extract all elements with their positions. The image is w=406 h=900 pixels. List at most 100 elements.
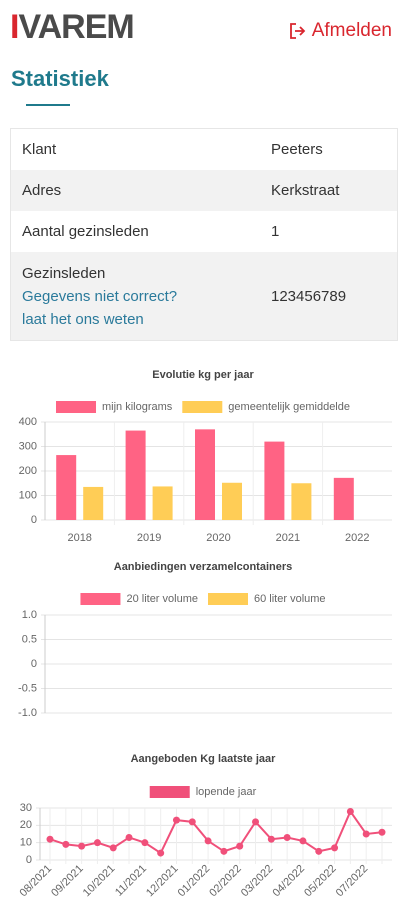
- point: [157, 849, 165, 857]
- x-tick-label: 01/2022: [176, 863, 213, 900]
- point: [283, 833, 291, 841]
- point: [204, 837, 212, 845]
- logout-button[interactable]: Afmelden: [288, 20, 392, 42]
- page-title: Statistiek: [11, 66, 109, 91]
- bar: [333, 477, 354, 520]
- y-tick-label: 20: [20, 819, 32, 831]
- legend-swatch[interactable]: [149, 786, 190, 798]
- point: [220, 847, 228, 855]
- bar: [125, 430, 146, 520]
- bar: [83, 486, 104, 520]
- point: [188, 818, 196, 826]
- x-tick-label: 2022: [345, 532, 369, 544]
- logo[interactable]: IVAREM: [10, 8, 135, 46]
- bar: [264, 441, 285, 520]
- logout-icon: [289, 23, 305, 39]
- point: [331, 844, 339, 852]
- cell-label: Gezinsleden: [22, 264, 106, 282]
- title-underline: [26, 104, 70, 106]
- y-tick-label: 0: [26, 854, 32, 866]
- legend-label: lopende jaar: [196, 786, 257, 798]
- x-tick-label: 12/2021: [144, 863, 181, 900]
- point: [315, 847, 323, 855]
- x-tick-label: 04/2022: [271, 863, 308, 900]
- y-tick-label: 1.0: [22, 609, 37, 621]
- point: [362, 830, 370, 838]
- chart: Evolutie kg per jaar mijn kilograms gemeen…: [19, 369, 392, 544]
- bar: [152, 486, 173, 520]
- cell: Adres: [22, 182, 62, 199]
- chart-title: Evolutie kg per jaar: [152, 369, 254, 381]
- link[interactable]: Gegevens niet correct?: [22, 287, 178, 305]
- cell: Klant: [22, 141, 57, 158]
- point: [109, 844, 117, 852]
- point: [62, 840, 70, 848]
- bar: [291, 483, 312, 520]
- line: [49, 809, 383, 855]
- table-row: Gezinsleden Gegevens niet correct? laat …: [11, 252, 397, 340]
- y-tick-label: 200: [19, 465, 37, 477]
- legend-swatch[interactable]: [56, 401, 97, 413]
- chart-title: Aangeboden Kg laatste jaar: [131, 753, 277, 765]
- legend-label: 60 liter volume: [254, 593, 326, 605]
- cell: 1: [271, 223, 280, 240]
- bar: [56, 455, 77, 520]
- table-row: Klant Peeters: [11, 129, 397, 170]
- point: [93, 839, 101, 847]
- point: [46, 835, 54, 843]
- point: [236, 842, 244, 850]
- point: [267, 835, 275, 843]
- chart: Aanbiedingen verzamelcontainers 20 liter …: [18, 561, 392, 719]
- point: [346, 807, 354, 815]
- y-tick-label: -0.5: [18, 682, 37, 694]
- point: [378, 828, 386, 836]
- x-tick-label: 10/2021: [81, 863, 118, 900]
- bar: [222, 482, 242, 520]
- x-tick-label: 08/2021: [18, 863, 55, 900]
- x-tick-label: 2020: [206, 532, 230, 544]
- info-table: Klant Peeters Adres Kerkstraat Aantal gezi…: [10, 128, 398, 341]
- x-tick-label: 09/2021: [49, 863, 86, 900]
- x-tick-label: 2021: [276, 532, 300, 544]
- logout-label: Afmelden: [311, 20, 392, 41]
- legend-label: 20 liter volume: [126, 593, 198, 605]
- legend-swatch[interactable]: [80, 593, 121, 605]
- x-tick-label: 02/2022: [207, 863, 244, 900]
- legend-swatch[interactable]: [208, 593, 248, 605]
- cell: Peeters: [271, 141, 323, 158]
- y-tick-label: 0: [31, 658, 37, 670]
- point: [78, 842, 86, 850]
- legend-swatch[interactable]: [182, 401, 223, 413]
- bar: [195, 429, 215, 520]
- y-tick-label: 400: [19, 416, 37, 428]
- point: [125, 833, 133, 841]
- x-tick-label: 07/2022: [334, 863, 371, 900]
- x-tick-label: 05/2022: [302, 863, 339, 900]
- point: [172, 816, 180, 824]
- legend-label: mijn kilograms: [102, 401, 173, 413]
- x-tick-label: 11/2021: [113, 863, 149, 899]
- y-tick-label: 0: [31, 514, 37, 526]
- cell: Kerkstraat: [271, 182, 340, 199]
- table-row: Adres Kerkstraat: [11, 170, 397, 211]
- cell: Gezinsleden Gegevens niet correct? laat …: [22, 265, 271, 328]
- cell: 123456789: [271, 287, 347, 305]
- y-tick-label: -1.0: [18, 707, 37, 719]
- x-tick-label: 2018: [67, 532, 91, 544]
- x-tick-label: 2019: [137, 532, 161, 544]
- point: [141, 839, 149, 847]
- legend-label: gemeentelijk gemiddelde: [228, 401, 350, 413]
- point: [299, 837, 307, 845]
- x-tick-label: 03/2022: [239, 863, 276, 900]
- y-tick-label: 100: [19, 489, 37, 501]
- y-tick-label: 30: [20, 802, 32, 814]
- y-tick-label: 10: [20, 837, 32, 849]
- table-row: Aantal gezinsleden 1: [11, 211, 397, 252]
- point: [252, 818, 260, 826]
- y-tick-label: 300: [19, 440, 37, 452]
- cell: Aantal gezinsleden: [22, 223, 149, 240]
- link[interactable]: laat het ons weten: [22, 310, 144, 328]
- chart-title: Aanbiedingen verzamelcontainers: [114, 561, 293, 573]
